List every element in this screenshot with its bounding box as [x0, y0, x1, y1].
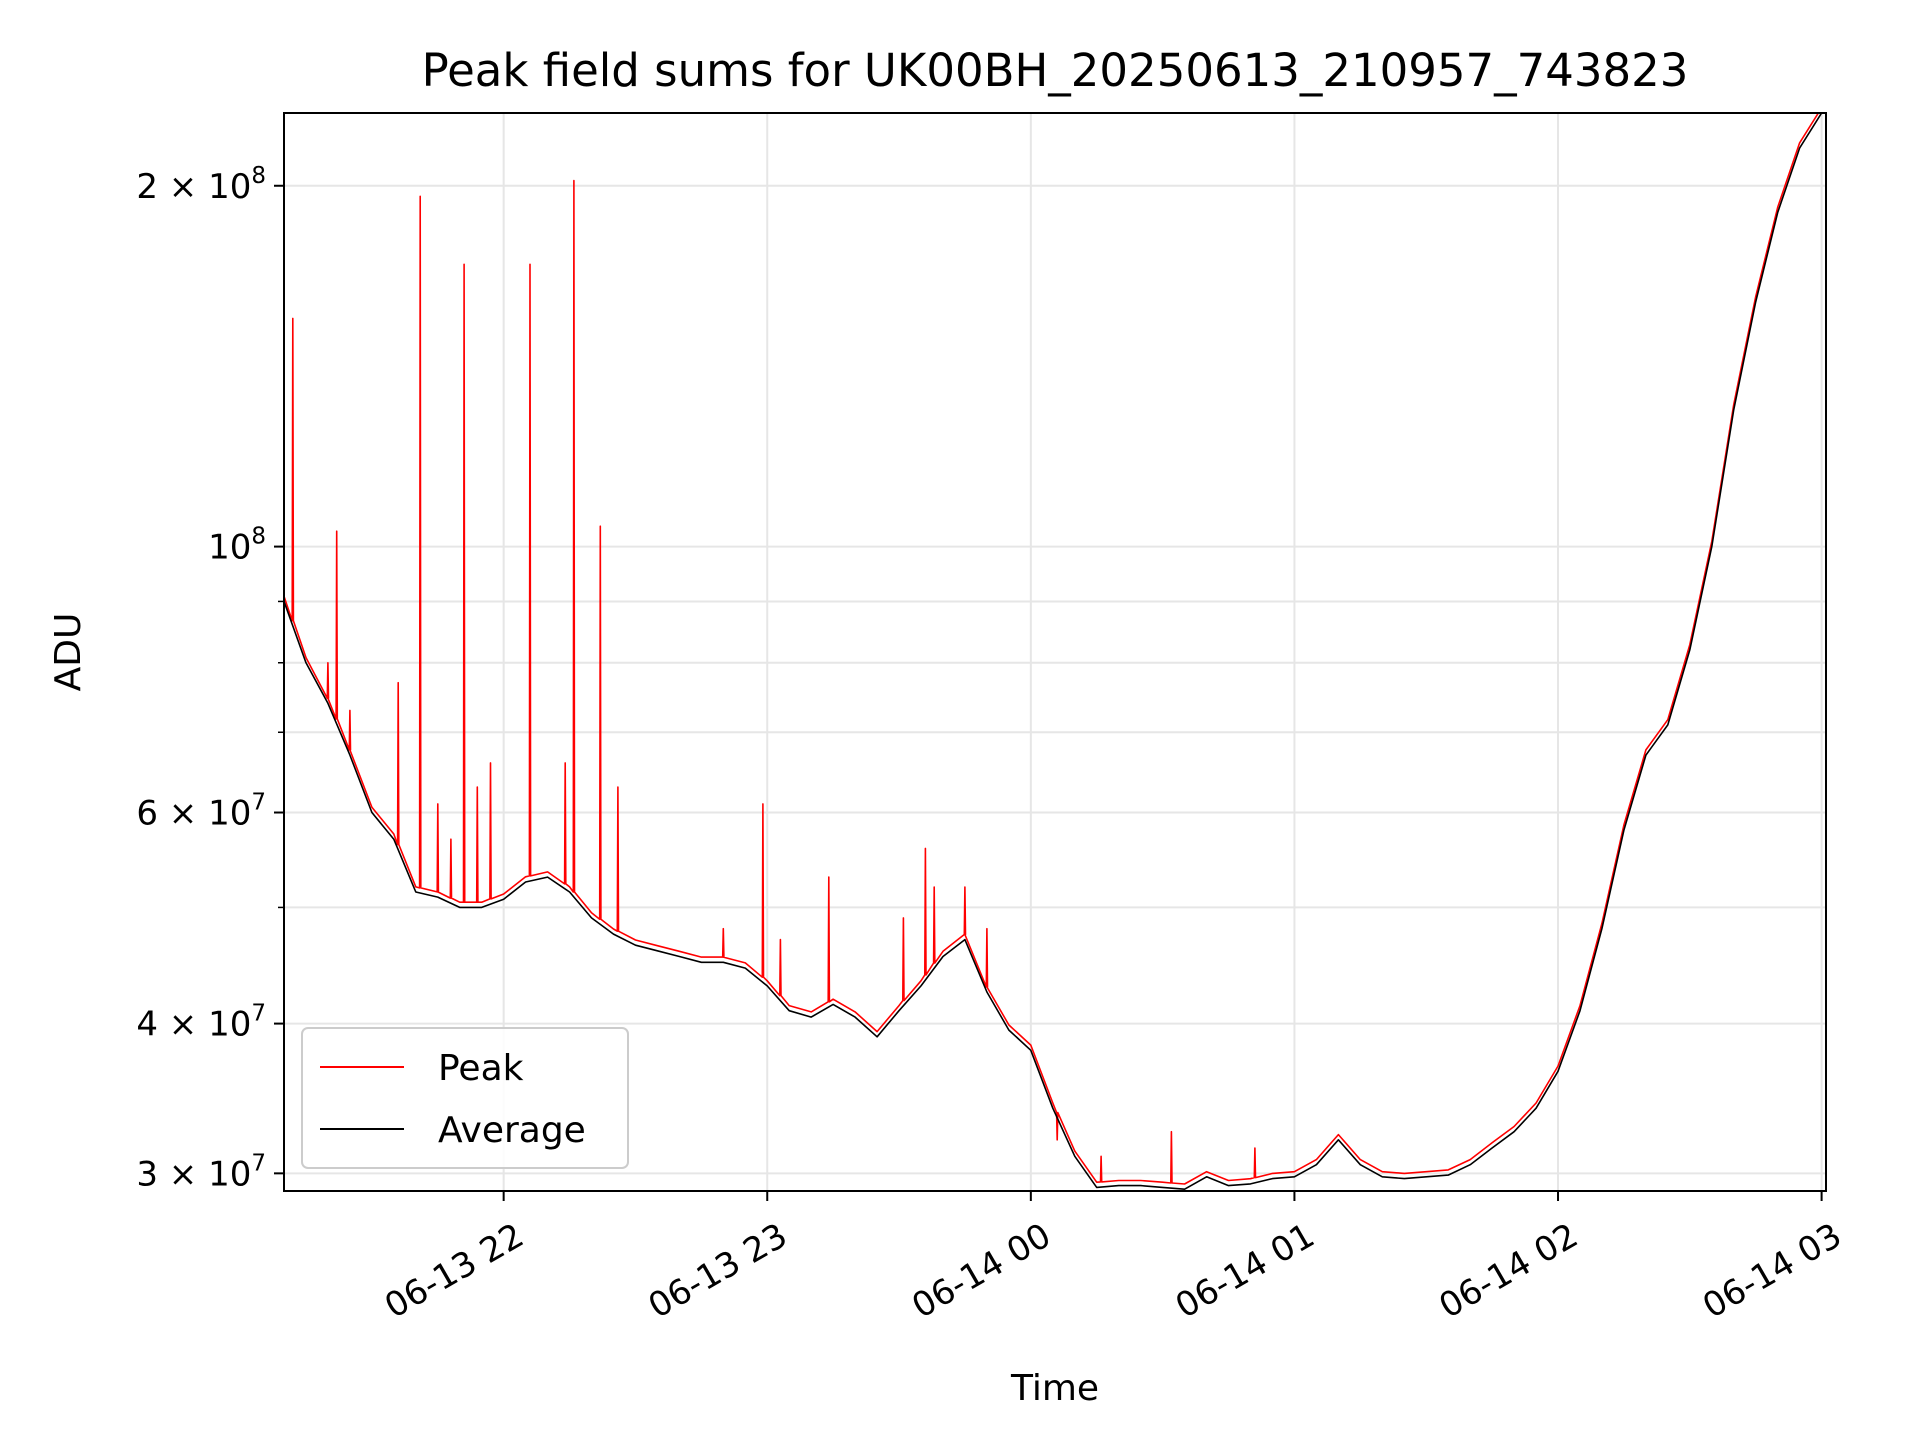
average-series-line [284, 113, 1826, 1190]
legend-box [301, 1027, 629, 1169]
legend: Peak Average [301, 1027, 629, 1169]
y-tick-label: 3 × 107 [136, 1150, 266, 1194]
plot-frame [283, 112, 1827, 1192]
legend-average-label: Average [438, 1110, 586, 1151]
y-axis-title: ADU [48, 613, 89, 692]
y-tick-label: 6 × 107 [136, 790, 266, 834]
y-tick-label: 4 × 107 [136, 1001, 266, 1045]
plot-area [284, 113, 1826, 1190]
peak-series-line [284, 113, 1820, 1185]
grid [284, 113, 1826, 1191]
x-axis-title: Time [1010, 1368, 1099, 1409]
chart-title: Peak field sums for UK00BH_20250613_2109… [422, 44, 1689, 97]
y-tick-label: 2 × 108 [136, 163, 266, 207]
legend-peak-label: Peak [438, 1048, 524, 1089]
